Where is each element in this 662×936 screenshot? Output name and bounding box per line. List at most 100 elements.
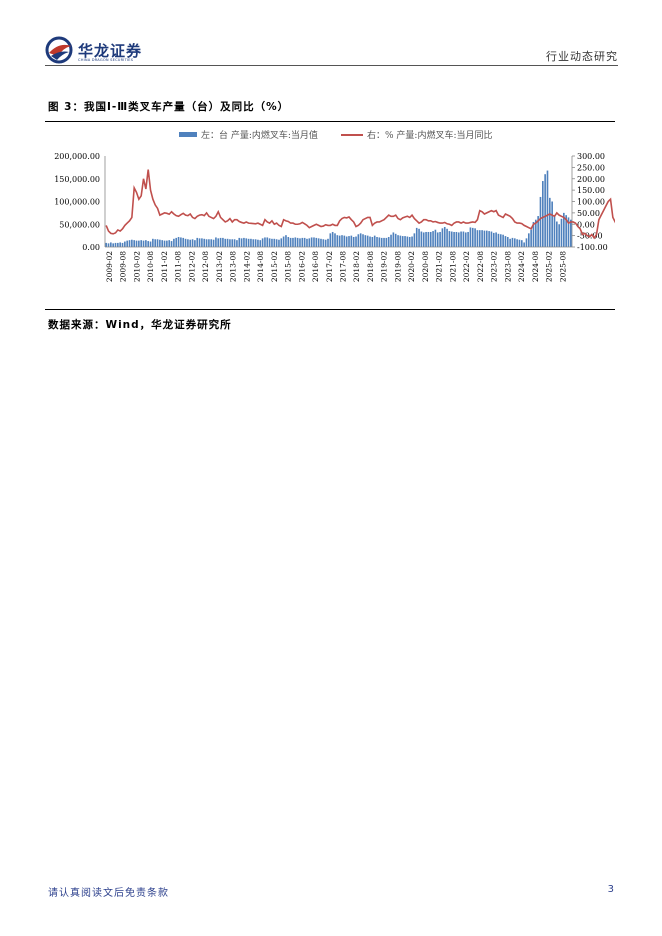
bar bbox=[189, 239, 192, 247]
bar bbox=[322, 239, 325, 247]
x-tick-label: 2018-08 bbox=[366, 251, 375, 282]
bar bbox=[366, 235, 369, 248]
bar bbox=[350, 235, 353, 248]
bar bbox=[203, 238, 206, 247]
bar bbox=[460, 231, 462, 247]
production-chart: 左：台 产量:内燃叉车:当月值 右：% 产量:内燃叉车:当月同比 0.00 50,… bbox=[54, 129, 615, 282]
bar bbox=[469, 227, 472, 247]
bar bbox=[257, 239, 259, 247]
bar bbox=[289, 237, 292, 247]
bar bbox=[450, 231, 453, 247]
x-tick-label: 2022-02 bbox=[462, 251, 471, 282]
x-tick-label: 2024-02 bbox=[517, 251, 526, 282]
bar bbox=[563, 212, 565, 248]
bar bbox=[231, 239, 234, 247]
bar bbox=[152, 238, 154, 247]
bar bbox=[212, 239, 215, 247]
x-axis: 2009-02 2009-08 2010-02 2010-08 2011-02 2011-… bbox=[105, 246, 572, 282]
bar bbox=[439, 231, 441, 247]
bar bbox=[497, 233, 500, 247]
bar bbox=[320, 238, 322, 247]
bar bbox=[376, 236, 378, 247]
figure-title: 图 3：我国Ⅰ-Ⅲ类叉车产量（台）及同比（%） bbox=[48, 101, 290, 113]
bar bbox=[292, 237, 294, 247]
bar bbox=[187, 239, 189, 247]
bar bbox=[124, 241, 126, 247]
bar bbox=[404, 236, 406, 247]
bar bbox=[453, 231, 455, 247]
bar bbox=[191, 239, 194, 247]
bar bbox=[271, 238, 273, 247]
bar bbox=[278, 239, 280, 247]
bar bbox=[138, 240, 140, 247]
bar bbox=[126, 240, 128, 247]
bar bbox=[542, 181, 544, 247]
x-tick-label: 2009-02 bbox=[105, 251, 114, 282]
bar bbox=[287, 236, 290, 247]
bar bbox=[504, 236, 507, 247]
bar bbox=[170, 241, 173, 247]
bar bbox=[348, 236, 350, 247]
bar bbox=[492, 232, 495, 247]
brand-name-en: CHINA DRAGON SECURITIES bbox=[78, 58, 134, 62]
bar bbox=[359, 233, 362, 247]
bar bbox=[243, 237, 245, 247]
x-tick-label: 2021-08 bbox=[448, 251, 457, 282]
bar bbox=[467, 231, 469, 247]
bar bbox=[254, 239, 257, 247]
bar bbox=[336, 235, 339, 247]
bar bbox=[236, 240, 238, 247]
x-tick-label: 2010-02 bbox=[132, 251, 141, 282]
x-tick-label: 2015-08 bbox=[284, 251, 293, 282]
bar bbox=[390, 234, 392, 247]
bar bbox=[329, 233, 332, 247]
bar bbox=[392, 232, 395, 247]
header-divider bbox=[45, 65, 618, 66]
bar bbox=[518, 239, 521, 247]
legend-bar-swatch bbox=[179, 132, 197, 137]
bar bbox=[546, 170, 549, 247]
data-source: 数据来源：Wind，华龙证券研究所 bbox=[48, 319, 232, 331]
bar bbox=[532, 221, 535, 247]
bar bbox=[537, 216, 539, 247]
bar bbox=[432, 231, 434, 247]
bar bbox=[429, 231, 432, 247]
bar bbox=[488, 231, 490, 247]
bar bbox=[380, 237, 383, 247]
bar bbox=[275, 239, 278, 247]
bar bbox=[481, 230, 483, 247]
x-tick-label: 2016-08 bbox=[311, 251, 320, 282]
bar bbox=[233, 239, 236, 247]
bar bbox=[527, 233, 530, 247]
bar bbox=[296, 237, 299, 247]
x-tick-label: 2011-02 bbox=[160, 251, 169, 282]
brand-name: 华龙证券 bbox=[78, 42, 143, 60]
bar bbox=[217, 238, 220, 247]
bar bbox=[516, 239, 518, 247]
bar bbox=[149, 241, 152, 247]
bar bbox=[371, 236, 374, 247]
bar bbox=[446, 228, 448, 247]
x-tick-label: 2024-08 bbox=[531, 251, 540, 282]
bar bbox=[159, 239, 161, 247]
bar bbox=[560, 218, 563, 247]
bar bbox=[266, 237, 269, 247]
right-tick-label: 150.00 bbox=[577, 186, 605, 195]
bar bbox=[558, 224, 560, 247]
right-tick-label: 50.00 bbox=[577, 209, 600, 218]
bar bbox=[301, 237, 304, 247]
bar bbox=[334, 233, 336, 247]
bar bbox=[114, 242, 117, 247]
bar bbox=[264, 237, 266, 247]
bar bbox=[110, 242, 112, 247]
bar bbox=[121, 242, 124, 247]
bar bbox=[219, 237, 222, 247]
x-tick-label: 2012-08 bbox=[201, 251, 210, 282]
bar bbox=[226, 238, 229, 247]
bar bbox=[406, 236, 409, 247]
bar bbox=[455, 231, 458, 247]
x-tick-label: 2014-08 bbox=[256, 251, 265, 282]
bar bbox=[506, 236, 509, 247]
bar bbox=[161, 240, 164, 247]
bar bbox=[343, 235, 346, 248]
